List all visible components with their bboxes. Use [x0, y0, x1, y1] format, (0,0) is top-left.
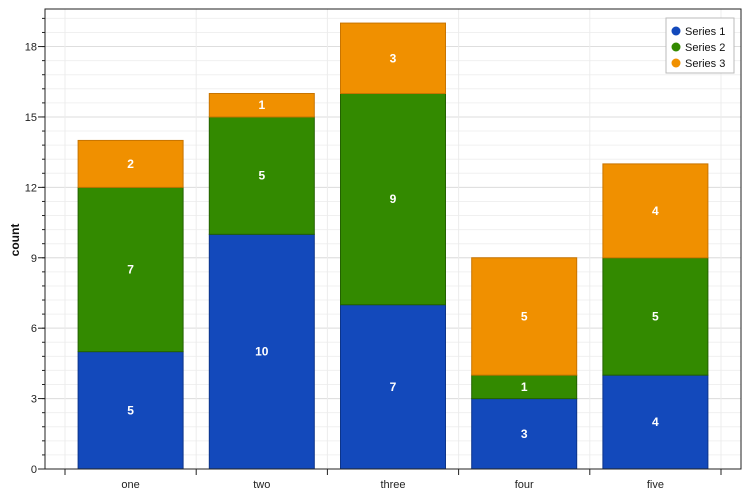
- y-axis-title: count: [8, 224, 22, 257]
- bar-three-series-1[interactable]: [340, 304, 446, 470]
- legend-marker-series-3[interactable]: [671, 58, 681, 68]
- bar-three-series-2[interactable]: [340, 92, 446, 306]
- legend-label-series-3[interactable]: Series 3: [685, 58, 725, 70]
- data-label-one-series-1: 5: [127, 403, 134, 417]
- bar-four-series-1[interactable]: [471, 398, 578, 470]
- legend[interactable]: Series 1 Series 2 Series 3: [665, 17, 735, 74]
- bar-five-series-2[interactable]: [602, 257, 709, 376]
- data-labels-layer: 5 7 2 10 5 1 7 9 3 3 1 5 4 5 4: [127, 51, 659, 441]
- bar-three-series-3[interactable]: [340, 22, 446, 94]
- data-label-two-series-3: 1: [258, 98, 265, 112]
- y-tick-label: 18: [25, 42, 37, 54]
- data-label-two-series-1: 10: [255, 345, 269, 359]
- data-label-three-series-2: 9: [390, 192, 397, 206]
- y-tick-label: 15: [25, 112, 37, 124]
- legend-label-series-1[interactable]: Series 1: [685, 26, 725, 38]
- data-label-one-series-2: 7: [127, 263, 134, 277]
- data-label-five-series-3: 4: [652, 204, 659, 218]
- data-label-three-series-1: 7: [390, 380, 397, 394]
- x-tick-label-one: one: [121, 479, 139, 491]
- data-label-four-series-1: 3: [521, 427, 528, 441]
- y-tick-label: 0: [31, 464, 37, 476]
- bar-five-series-3[interactable]: [602, 163, 709, 259]
- legend-marker-series-1[interactable]: [671, 26, 681, 36]
- x-tick-label-three: three: [380, 479, 405, 491]
- x-tick-label-four: four: [515, 479, 534, 491]
- bar-one-series-2[interactable]: [77, 186, 184, 353]
- data-label-one-series-3: 2: [127, 157, 134, 171]
- data-label-five-series-1: 4: [652, 415, 659, 429]
- y-tick-label: 6: [31, 323, 37, 335]
- bars-layer: [77, 22, 709, 470]
- bar-one-series-3[interactable]: [77, 139, 184, 188]
- x-tick-label-two: two: [253, 479, 270, 491]
- y-tick-label: 3: [31, 394, 37, 406]
- x-tick-label-five: five: [647, 479, 664, 491]
- legend-marker-series-2[interactable]: [671, 42, 681, 52]
- plot-frame: [44, 8, 742, 470]
- data-label-five-series-2: 5: [652, 309, 659, 323]
- bar-one-series-1[interactable]: [77, 351, 184, 470]
- bar-four-series-3[interactable]: [471, 257, 578, 376]
- bar-five-series-1[interactable]: [602, 374, 709, 470]
- data-label-four-series-3: 5: [521, 309, 528, 323]
- bar-two-series-3[interactable]: [208, 92, 315, 118]
- bar-two-series-1[interactable]: [208, 233, 315, 470]
- data-label-three-series-3: 3: [390, 51, 397, 65]
- y-tick-label: 12: [25, 182, 37, 194]
- data-label-two-series-2: 5: [258, 169, 265, 183]
- y-tick-label: 9: [31, 253, 37, 265]
- data-label-four-series-2: 1: [521, 380, 528, 394]
- legend-label-series-2[interactable]: Series 2: [685, 42, 725, 54]
